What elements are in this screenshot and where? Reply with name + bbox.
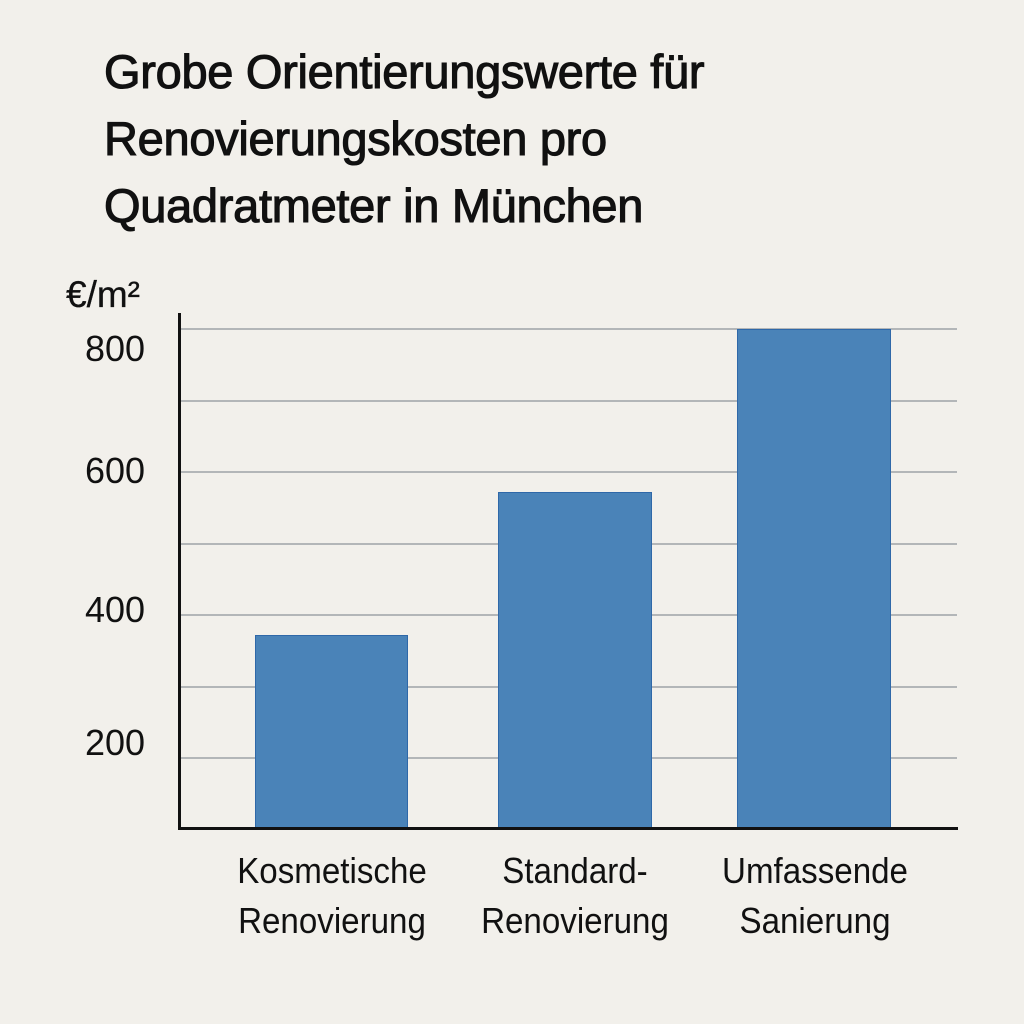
x-category-label: Standard- Renovierung (457, 846, 693, 946)
x-category-label: Umfassende Sanierung (700, 846, 930, 946)
y-tick-label: 200 (84, 722, 146, 763)
x-category-label-line: Standard- (502, 850, 648, 891)
y-tick-label: 600 (84, 450, 146, 491)
bar (498, 492, 652, 829)
x-category-label-line: Kosmetische (237, 850, 427, 891)
chart-title-line-2: Renovierungskosten pro (103, 111, 607, 165)
bar (255, 635, 408, 829)
x-category-label-line: Umfassende (722, 850, 908, 891)
gridline (181, 328, 957, 330)
x-axis-line (178, 827, 958, 830)
bar (737, 329, 891, 829)
x-category-label: Kosmetische Renovierung (208, 846, 456, 946)
chart-title: Grobe Orientierungswerte für Renovierung… (103, 38, 924, 239)
x-category-label-line: Renovierung (481, 900, 669, 941)
y-axis-unit-label: €/m² (66, 274, 140, 315)
x-category-label-line: Sanierung (739, 900, 891, 941)
gridline (181, 471, 957, 473)
x-category-label-line: Renovierung (238, 900, 426, 941)
chart-title-line-1: Grobe Orientierungswerte für (103, 44, 705, 98)
gridline (181, 400, 957, 402)
y-axis-line (178, 313, 181, 829)
y-tick-label: 800 (84, 328, 146, 369)
chart-title-line-3: Quadratmeter in München (103, 178, 644, 232)
y-tick-label: 400 (84, 589, 146, 630)
